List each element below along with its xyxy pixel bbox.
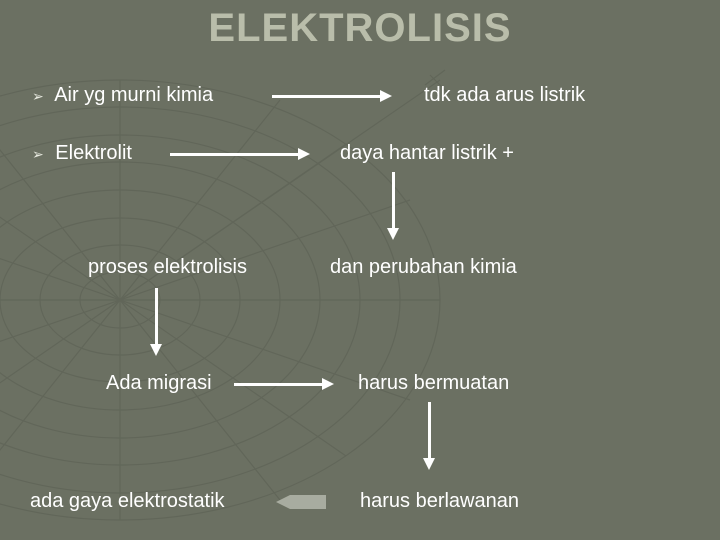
arrow-d-1 [392, 172, 395, 230]
bullet-marker-1: ➢ [32, 88, 44, 104]
arrow-d-3-head [423, 458, 435, 470]
label-l5: ada gaya elektrostatik [30, 490, 225, 513]
arrow-r-1 [272, 95, 382, 98]
label-r4: harus bermuatan [358, 372, 509, 395]
label-r3: dan perubahan kimia [330, 256, 517, 279]
label-r2: daya hantar listrik + [340, 142, 514, 165]
arrow-r-3 [234, 383, 324, 386]
bullet-text-1: Air yg murni kimia [54, 84, 213, 106]
bullet-item-1: ➢ Air yg murni kimia [32, 84, 213, 107]
label-l4: Ada migrasi [106, 372, 212, 395]
arrow-d-1-head [387, 228, 399, 240]
bullet-text-2: Elektrolit [55, 142, 132, 164]
label-r1: tdk ada arus listrik [424, 84, 585, 107]
arrow-d-2-head [150, 344, 162, 356]
arrow-r-2-head [298, 148, 310, 160]
block-arrow-head [276, 495, 290, 509]
page-title: ELEKTROLISIS [0, 6, 720, 51]
label-r5: harus berlawanan [360, 490, 519, 513]
arrow-r-3-head [322, 378, 334, 390]
bullet-item-2: ➢ Elektrolit [32, 142, 132, 165]
arrow-r-2 [170, 153, 300, 156]
bullet-marker-2: ➢ [32, 146, 44, 162]
arrow-d-2 [155, 288, 158, 346]
arrow-r-1-head [380, 90, 392, 102]
label-l3: proses elektrolisis [88, 256, 247, 279]
arrow-d-3 [428, 402, 431, 460]
block-arrow-body [290, 495, 326, 509]
